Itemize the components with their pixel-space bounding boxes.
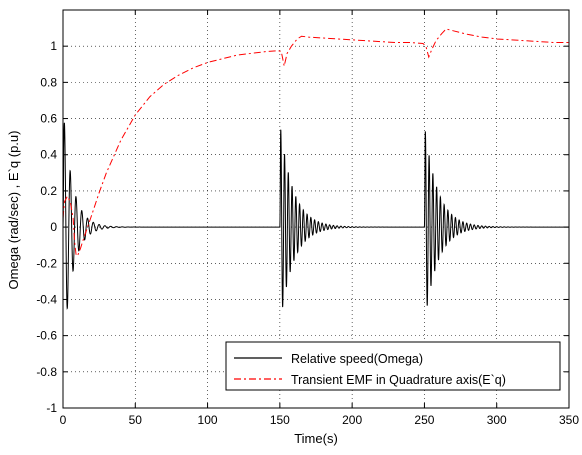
x-axis-label: Time(s) [294,431,338,446]
x-tick-label: 300 [487,413,507,427]
y-tick-label: -1 [46,401,57,415]
x-tick-label: 100 [198,413,218,427]
y-tick-label: 0.4 [40,148,57,162]
x-tick-label: 350 [559,413,579,427]
series-line-omega [62,122,569,310]
y-tick-label: -0.6 [36,329,57,343]
x-tick-label: 200 [342,413,362,427]
legend-label-omega: Relative speed(Omega) [291,352,423,366]
ticks: 0 50 100 150 200 250 300 350 -1 -0.8 -0.6 -0.4 -0.2 0… [36,10,579,427]
legend-box [225,341,561,391]
y-tick-label: -0.4 [36,292,57,306]
y-tick-label: 0 [50,220,57,234]
x-tick-label: 150 [270,413,290,427]
legend: Relative speed(Omega) Transient EMF in Q… [225,341,561,391]
y-tick-label: -0.2 [36,256,57,270]
plot-area [62,9,570,409]
y-tick-label: -0.8 [36,365,57,379]
series-line-emf [62,28,569,258]
axes-frame [62,9,570,409]
y-axis-label: Omega (rad/sec) , E`q (p.u) [6,131,21,290]
x-tick-label: 250 [414,413,434,427]
legend-label-emf: Transient EMF in Quadrature axis(E`q) [291,373,506,387]
x-tick-label: 50 [129,413,143,427]
y-tick-label: 0.2 [40,184,57,198]
y-tick-label: 1 [50,39,57,53]
y-tick-label: 0.6 [40,112,57,126]
x-tick-label: 0 [60,413,67,427]
y-tick-label: 0.8 [40,75,57,89]
